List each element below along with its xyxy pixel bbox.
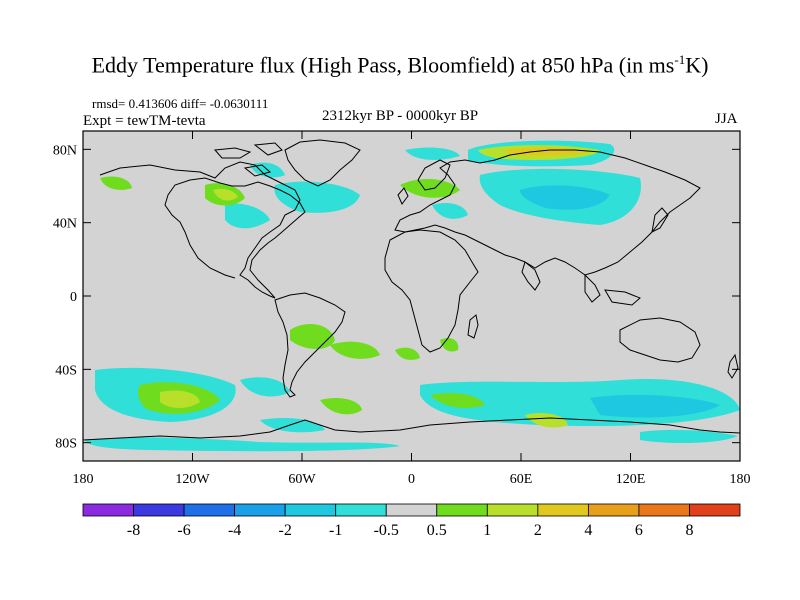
- plot-title: Eddy Temperature flux (High Pass, Bloomf…: [0, 52, 800, 78]
- y-tick-label: 40N: [53, 217, 77, 232]
- colorbar-label: -1: [329, 522, 342, 539]
- colorbar-swatch: [335, 503, 387, 517]
- title-superscript: -1: [674, 52, 686, 67]
- north-america-coast: [99, 161, 306, 299]
- scandinavia-coast: [417, 159, 451, 191]
- colorbar-label: 4: [584, 522, 592, 539]
- field-patch: [320, 398, 362, 415]
- madagascar-coast: [467, 314, 479, 339]
- colorbar-label: -4: [228, 522, 241, 539]
- field-patch: [432, 203, 468, 219]
- colorbar-swatch: [183, 503, 236, 517]
- field-patch: [330, 341, 380, 359]
- colorbar-swatch: [133, 503, 185, 517]
- axis-ticks: 180 120W 60W 0 60E 120E 180 80N 40N 0 40S 80S: [53, 131, 751, 487]
- colorbar-swatch: [284, 503, 337, 517]
- title-text: Eddy Temperature flux (High Pass, Bloomf…: [91, 52, 675, 78]
- colorbar-swatch: [537, 503, 589, 517]
- x-tick-label: 180: [730, 472, 751, 487]
- antarctica-coast: [83, 417, 740, 441]
- colorbar-label: -8: [127, 522, 140, 539]
- field-patch: [525, 413, 568, 428]
- field-patch: [274, 181, 360, 213]
- field-patch: [240, 377, 290, 397]
- experiment-label: Expt = tewTM-tevta: [83, 113, 206, 129]
- colorbar-swatch: [486, 503, 539, 517]
- field-patch: [225, 203, 270, 229]
- greenland-coast: [284, 139, 361, 187]
- new-zealand-coast: [727, 353, 739, 379]
- colorbar-swatch: [234, 503, 286, 517]
- field-patch: [400, 178, 460, 198]
- field-patch: [100, 176, 132, 190]
- period-label: 2312kyr BP - 0000kyr BP: [322, 108, 479, 124]
- x-tick-label: 120W: [175, 472, 210, 487]
- field-patch: [590, 394, 720, 418]
- x-tick-label: 60W: [288, 472, 316, 487]
- field-patch: [160, 390, 200, 408]
- field-patch: [213, 188, 238, 201]
- map-frame: [82, 130, 741, 462]
- x-tick-label: 120E: [616, 472, 646, 487]
- colorbar-swatch: [82, 503, 134, 517]
- season-label: JJA: [715, 111, 738, 127]
- south-america-coast: [274, 292, 346, 398]
- japan-coast: [651, 207, 669, 233]
- x-tick-label: 60E: [510, 472, 533, 487]
- coastlines: [83, 139, 740, 441]
- se-asia-coast: [584, 273, 641, 306]
- field-patch: [405, 147, 460, 160]
- colorbar-swatch: [385, 503, 438, 517]
- colorbar-label: 8: [685, 522, 693, 539]
- y-tick-label: 40S: [55, 363, 77, 378]
- colorbar-swatch: [638, 503, 690, 517]
- x-tick-label: 180: [73, 472, 94, 487]
- colorbar-label: 0.5: [427, 522, 447, 539]
- title-tail: K): [685, 52, 709, 78]
- arctic-islands: [213, 142, 283, 177]
- field-patch: [505, 147, 590, 156]
- y-tick-label: 80N: [53, 143, 77, 158]
- colorbar: -8 -6 -4 -2 -1 -0.5 0.5 1 2 4 6 8: [82, 503, 741, 539]
- colorbar-label: 1: [483, 522, 491, 539]
- y-tick-label: 80S: [55, 437, 77, 452]
- colorbar-swatch: [689, 503, 741, 517]
- colorbar-label: 6: [635, 522, 643, 539]
- colorbar-swatch: [587, 503, 640, 517]
- field-patch: [640, 429, 738, 444]
- field-patch: [440, 338, 459, 352]
- x-tick-label: 0: [408, 472, 415, 487]
- colorbar-label: -2: [278, 522, 291, 539]
- field-patch: [430, 393, 485, 408]
- field-patch: [85, 437, 400, 452]
- colorbar-swatch: [436, 503, 488, 517]
- eurasia-coast: [394, 149, 701, 276]
- australia-coast: [619, 317, 701, 363]
- field-patch: [520, 185, 610, 210]
- stats-text: rmsd= 0.413606 diff= -0.0630111: [92, 96, 269, 111]
- africa-coast: [384, 229, 479, 353]
- anomaly-fields: [85, 140, 740, 452]
- colorbar-label: -6: [177, 522, 190, 539]
- colorbar-label: -0.5: [374, 522, 399, 539]
- uk-coast: [397, 187, 409, 205]
- india-coast: [521, 261, 541, 291]
- colorbar-label: 2: [534, 522, 542, 539]
- field-patch: [395, 347, 420, 360]
- y-tick-label: 0: [70, 290, 77, 305]
